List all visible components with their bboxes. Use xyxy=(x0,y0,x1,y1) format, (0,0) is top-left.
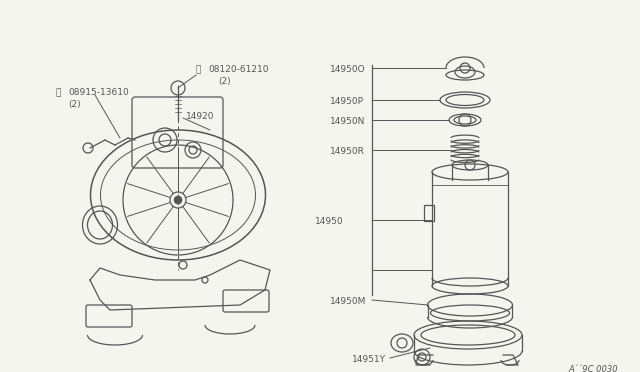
Text: 14950M: 14950M xyxy=(330,297,366,306)
Text: (2): (2) xyxy=(218,77,230,86)
Circle shape xyxy=(174,196,182,204)
Text: 14920: 14920 xyxy=(186,112,214,121)
Text: 14951Y: 14951Y xyxy=(352,355,386,364)
Text: 14950O: 14950O xyxy=(330,65,365,74)
Text: (2): (2) xyxy=(68,100,81,109)
Text: 08915-13610: 08915-13610 xyxy=(68,88,129,97)
Text: 14950N: 14950N xyxy=(330,117,365,126)
Text: 08120-61210: 08120-61210 xyxy=(208,65,269,74)
Bar xyxy=(424,205,434,221)
Text: Ⓑ: Ⓑ xyxy=(196,65,202,74)
Text: 14950: 14950 xyxy=(315,217,344,226)
Text: A´´9C 0030: A´´9C 0030 xyxy=(568,365,618,372)
Text: 14950P: 14950P xyxy=(330,97,364,106)
Text: Ⓥ: Ⓥ xyxy=(55,88,60,97)
Text: 14950R: 14950R xyxy=(330,147,365,156)
Circle shape xyxy=(170,192,186,208)
